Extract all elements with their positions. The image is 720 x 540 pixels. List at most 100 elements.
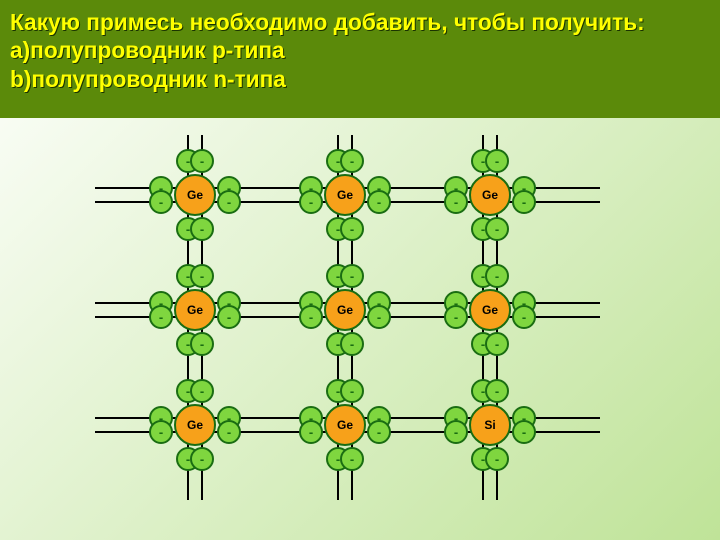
svg-text:-: -	[350, 268, 354, 283]
svg-text:-: -	[309, 424, 313, 439]
electron: -	[300, 191, 322, 213]
svg-text:-: -	[454, 309, 458, 324]
svg-text:-: -	[377, 194, 381, 209]
atom-node: Ge	[175, 175, 215, 215]
svg-text:-: -	[186, 153, 190, 168]
atom-label: Ge	[337, 418, 353, 432]
electron: -	[218, 421, 240, 443]
electron: -	[486, 448, 508, 470]
svg-text:-: -	[350, 451, 354, 466]
atom-node: Ge	[470, 290, 510, 330]
svg-text:-: -	[522, 194, 526, 209]
svg-text:-: -	[481, 268, 485, 283]
electron: -	[191, 150, 213, 172]
svg-text:-: -	[495, 383, 499, 398]
electron: -	[150, 191, 172, 213]
atom-label: Ge	[337, 303, 353, 317]
svg-text:-: -	[481, 153, 485, 168]
electron: -	[368, 421, 390, 443]
electron: -	[191, 218, 213, 240]
svg-text:-: -	[159, 309, 163, 324]
atom-label: Ge	[187, 188, 203, 202]
electron: -	[150, 421, 172, 443]
electron: -	[191, 265, 213, 287]
svg-text:-: -	[227, 194, 231, 209]
atom-node: Ge	[325, 290, 365, 330]
svg-text:-: -	[159, 424, 163, 439]
electron: -	[513, 421, 535, 443]
svg-text:-: -	[481, 221, 485, 236]
svg-text:-: -	[309, 194, 313, 209]
atom-label: Ge	[187, 303, 203, 317]
svg-text:-: -	[336, 383, 340, 398]
svg-text:-: -	[200, 451, 204, 466]
atom-node: Ge	[470, 175, 510, 215]
atom-label: Ge	[482, 303, 498, 317]
svg-text:-: -	[481, 383, 485, 398]
svg-text:-: -	[336, 221, 340, 236]
svg-text:-: -	[186, 383, 190, 398]
electron: -	[341, 333, 363, 355]
electron: -	[218, 306, 240, 328]
svg-text:-: -	[336, 153, 340, 168]
electron: -	[445, 191, 467, 213]
electron: -	[368, 191, 390, 213]
svg-text:-: -	[186, 221, 190, 236]
electron: -	[341, 448, 363, 470]
electron: -	[341, 218, 363, 240]
svg-text:-: -	[227, 424, 231, 439]
svg-text:-: -	[186, 451, 190, 466]
svg-text:-: -	[522, 424, 526, 439]
svg-text:-: -	[186, 268, 190, 283]
svg-text:-: -	[377, 424, 381, 439]
svg-text:-: -	[200, 153, 204, 168]
svg-text:-: -	[200, 268, 204, 283]
svg-text:-: -	[336, 451, 340, 466]
svg-text:-: -	[350, 221, 354, 236]
svg-text:-: -	[159, 194, 163, 209]
atom-label: Ge	[187, 418, 203, 432]
svg-text:-: -	[377, 309, 381, 324]
svg-text:-: -	[495, 451, 499, 466]
svg-text:-: -	[522, 309, 526, 324]
electron: -	[513, 191, 535, 213]
electron: -	[150, 306, 172, 328]
electron: -	[445, 421, 467, 443]
electron: -	[191, 333, 213, 355]
electron: -	[486, 265, 508, 287]
atom-label: Si	[484, 418, 495, 432]
electron: -	[513, 306, 535, 328]
header-line-3: b)полупроводник n-типа	[10, 65, 710, 93]
atom-node: Ge	[325, 405, 365, 445]
electron: -	[368, 306, 390, 328]
svg-text:-: -	[481, 451, 485, 466]
atom-node: Ge	[325, 175, 365, 215]
electron: -	[191, 380, 213, 402]
electron: -	[445, 306, 467, 328]
svg-text:-: -	[227, 309, 231, 324]
header-line-1: Какую примесь необходимо добавить, чтобы…	[10, 8, 710, 36]
electron: -	[191, 448, 213, 470]
svg-text:-: -	[186, 336, 190, 351]
electron: -	[486, 380, 508, 402]
svg-text:-: -	[350, 153, 354, 168]
atom-node: Ge	[175, 290, 215, 330]
header-banner: Какую примесь необходимо добавить, чтобы…	[0, 0, 720, 118]
svg-text:-: -	[495, 221, 499, 236]
electron: -	[341, 265, 363, 287]
svg-text:-: -	[454, 194, 458, 209]
svg-text:-: -	[309, 309, 313, 324]
svg-text:-: -	[350, 383, 354, 398]
atom-label: Ge	[482, 188, 498, 202]
svg-text:-: -	[336, 268, 340, 283]
electron: -	[486, 218, 508, 240]
svg-text:-: -	[336, 336, 340, 351]
atom-label: Ge	[337, 188, 353, 202]
atom-node: Si	[470, 405, 510, 445]
header-line-2: a)полупроводник p-типа	[10, 36, 710, 64]
svg-text:-: -	[481, 336, 485, 351]
svg-text:-: -	[495, 268, 499, 283]
svg-text:-: -	[200, 336, 204, 351]
electron: -	[341, 150, 363, 172]
svg-text:-: -	[350, 336, 354, 351]
